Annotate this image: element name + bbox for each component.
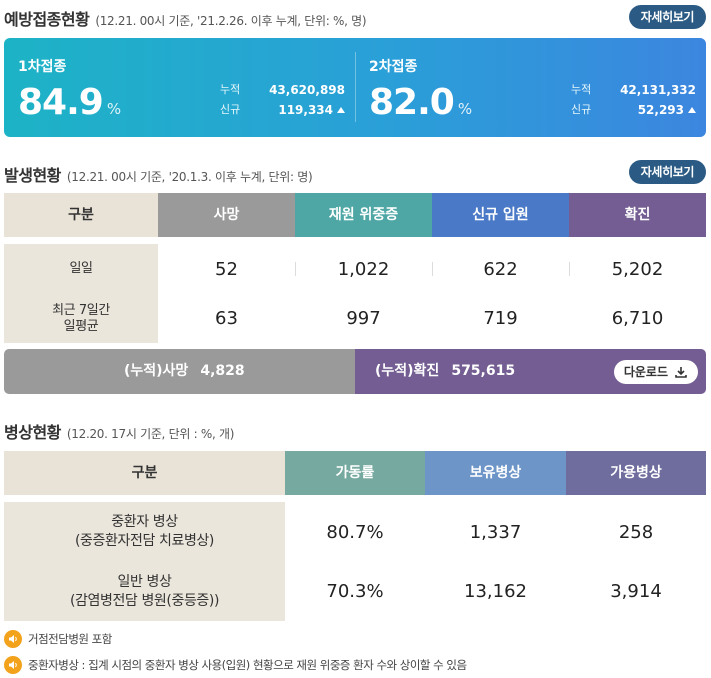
- dose2-new-value: 52,293: [637, 103, 684, 117]
- dose2-new-label: 신규: [571, 103, 592, 116]
- beds-table-header: 구분 가동률 보유병상 가용병상: [4, 451, 706, 495]
- dose2-label: 2차접종: [369, 59, 418, 75]
- occ-row-daily-label: 일일: [69, 261, 93, 276]
- speaker-icon: [4, 630, 22, 648]
- speaker-icon: [4, 656, 22, 674]
- beds-title: 병상현황: [4, 423, 61, 442]
- cumulative-confirmed-value: 575,615: [451, 363, 516, 379]
- vaccination-title: 예방접종현황: [4, 10, 90, 29]
- note-item: 중환자병상 : 집계 시점의 중환자 병상 사용(입원) 현황으로 재원 위중증…: [4, 652, 706, 678]
- dose1-cum-value: 43,620,898: [269, 83, 345, 97]
- beds-row-general-label: 일반 병상 (감염병전담 병원(중등증)): [69, 573, 220, 609]
- download-label: 다운로드: [623, 365, 668, 379]
- beds-header: 병상현황 (12.20. 17시 기준, 단위 : %, 개): [4, 419, 234, 443]
- dose2-stats: 누적 42,131,332 신규 52,293: [571, 80, 696, 120]
- cumulative-death-value: 4,828: [200, 363, 245, 379]
- beds-general-available: 3,914: [610, 581, 662, 602]
- download-icon: [675, 367, 687, 378]
- occ-header-new-admission: 신규 입원: [432, 193, 569, 237]
- up-triangle-icon: [337, 107, 345, 113]
- cumulative-confirmed-label: (누적)확진: [375, 363, 440, 379]
- beds-header-available: 가용병상: [566, 451, 706, 495]
- occ-weekly-confirmed: 6,710: [611, 308, 664, 329]
- occ-daily-confirmed: 5,202: [611, 258, 664, 280]
- occ-weekly-critical: 997: [346, 308, 381, 329]
- cumulative-bar: (누적)사망 4,828 (누적)확진 575,615 다운로드: [4, 349, 706, 394]
- vaccination-detail-button[interactable]: 자세히보기: [628, 5, 706, 29]
- occurrence-table-body: 일일 최근 7일간 일평균 52 63 1,022 997 622 719 5,…: [4, 244, 706, 343]
- note-text: 중환자병상 : 집계 시점의 중환자 병상 사용(입원) 현황으로 재원 위중증…: [28, 658, 467, 672]
- beds-general-owned: 13,162: [464, 581, 527, 602]
- cumulative-death: (누적)사망 4,828: [4, 349, 355, 394]
- dose1-cum-label: 누적: [220, 83, 241, 96]
- occ-header-death: 사망: [158, 193, 295, 237]
- dose-divider: [355, 52, 356, 122]
- occurrence-table-header: 구분 사망 재원 위중증 신규 입원 확진: [4, 193, 706, 237]
- occurrence-detail-button[interactable]: 자세히보기: [628, 160, 706, 184]
- occ-header-gubun: 구분: [4, 193, 158, 237]
- dose2-percent: 82.0%: [369, 82, 472, 123]
- occ-header-critical: 재원 위중증: [295, 193, 432, 237]
- occurrence-title: 발생현황: [4, 166, 61, 185]
- download-button[interactable]: 다운로드: [613, 360, 698, 384]
- beds-icu-available: 258: [618, 521, 654, 543]
- beds-icu-owned: 1,337: [469, 521, 522, 543]
- vaccination-banner: 1차접종 84.9% 누적 43,620,898 신규 119,334 2차접종 8…: [4, 38, 706, 137]
- occ-weekly-new-admission: 719: [483, 308, 518, 329]
- occurrence-subtitle: (12.21. 00시 기준, '20.1.3. 이후 누계, 단위: 명): [66, 170, 313, 184]
- occ-daily-critical: 1,022: [337, 258, 390, 280]
- beds-header-gubun: 구분: [4, 451, 285, 495]
- occurrence-header: 발생현황 (12.21. 00시 기준, '20.1.3. 이후 누계, 단위:…: [4, 162, 313, 186]
- dose1-new-value: 119,334: [278, 103, 333, 117]
- beds-header-owned: 보유병상: [425, 451, 566, 495]
- dose2-cum-label: 누적: [571, 83, 592, 96]
- up-triangle-icon: [688, 107, 696, 113]
- occ-daily-death: 52: [215, 258, 238, 280]
- beds-row-icu-label: 중환자 병상 (중증환자전담 치료병상): [75, 514, 214, 549]
- vaccination-subtitle: (12.21. 00시 기준, '21.2.26. 이후 누계, 단위: %, …: [95, 14, 367, 28]
- occ-header-confirmed: 확진: [569, 193, 706, 237]
- dose2-cum-value: 42,131,332: [620, 83, 696, 97]
- beds-table-body: 중환자 병상 (중증환자전담 치료병상) 일반 병상 (감염병전담 병원(중등증…: [4, 502, 706, 621]
- dose1-label: 1차접종: [18, 59, 67, 75]
- beds-table: 구분 가동률 보유병상 가용병상 중환자 병상 (중증환자전담 치료병상) 일반…: [4, 451, 706, 621]
- occ-daily-new-admission: 622: [483, 258, 518, 280]
- notes: 거점전담병원 포함 중환자병상 : 집계 시점의 중환자 병상 사용(입원) 현…: [4, 626, 706, 678]
- dose1-new-label: 신규: [220, 103, 241, 116]
- cumulative-confirmed: (누적)확진 575,615 다운로드: [355, 349, 706, 394]
- vaccination-header: 예방접종현황 (12.21. 00시 기준, '21.2.26. 이후 누계, …: [4, 6, 367, 30]
- occurrence-table: 구분 사망 재원 위중증 신규 입원 확진 일일 최근 7일간 일평균 52 6…: [4, 193, 706, 343]
- note-text: 거점전담병원 포함: [28, 632, 112, 646]
- note-item: 거점전담병원 포함: [4, 626, 706, 652]
- beds-icu-occupancy: 80.7%: [326, 521, 384, 543]
- cumulative-death-label: (누적)사망: [124, 363, 189, 379]
- beds-general-occupancy: 70.3%: [326, 581, 384, 602]
- beds-header-occupancy: 가동률: [285, 451, 425, 495]
- dose1-percent: 84.9%: [18, 82, 121, 123]
- dose2-panel: 2차접종 82.0% 누적 42,131,332 신규 52,293: [355, 38, 706, 137]
- dose1-panel: 1차접종 84.9% 누적 43,620,898 신규 119,334: [4, 38, 355, 137]
- occ-weekly-death: 63: [215, 308, 238, 329]
- beds-subtitle: (12.20. 17시 기준, 단위 : %, 개): [66, 427, 235, 441]
- occ-row-weekly-label: 최근 7일간 일평균: [52, 302, 110, 334]
- dose1-stats: 누적 43,620,898 신규 119,334: [220, 80, 345, 120]
